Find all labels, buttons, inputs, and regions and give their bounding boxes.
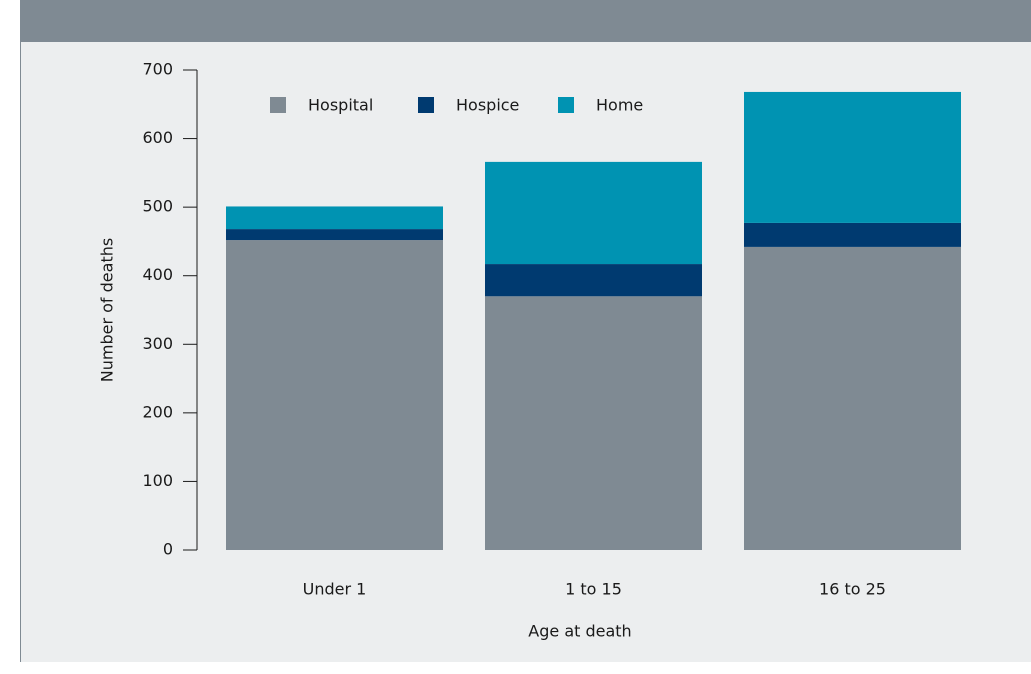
- y-axis-label: Number of deaths: [98, 238, 117, 382]
- bar-segment: [744, 91, 961, 223]
- bar-segment: [226, 229, 443, 241]
- bar-segment: [485, 264, 702, 297]
- bar-segment: [226, 206, 443, 230]
- legend-label: Hospital: [308, 96, 373, 115]
- y-tick-label: 700: [142, 60, 173, 79]
- bar-segment: [744, 246, 961, 550]
- y-tick-label: 300: [142, 334, 173, 353]
- legend-swatch: [418, 97, 434, 113]
- legend-swatch: [270, 97, 286, 113]
- y-tick-label: 0: [163, 540, 173, 559]
- bar-segment: [226, 240, 443, 551]
- x-axis-label: Age at death: [528, 622, 631, 641]
- legend-swatch: [558, 97, 574, 113]
- y-tick-label: 100: [142, 471, 173, 490]
- legend-label: Hospice: [456, 96, 519, 115]
- x-tick-label: 16 to 25: [819, 580, 886, 599]
- y-tick-label: 600: [142, 128, 173, 147]
- x-tick-label: Under 1: [303, 580, 367, 599]
- bar-segment: [485, 296, 702, 550]
- header-band: [20, 0, 1031, 42]
- y-tick-label: 200: [142, 402, 173, 421]
- x-tick-label: 1 to 15: [565, 580, 622, 599]
- bar-segment: [485, 161, 702, 265]
- y-tick-label: 400: [142, 265, 173, 284]
- y-tick-label: 500: [142, 197, 173, 216]
- legend-label: Home: [596, 96, 643, 115]
- bar-segment: [744, 222, 961, 247]
